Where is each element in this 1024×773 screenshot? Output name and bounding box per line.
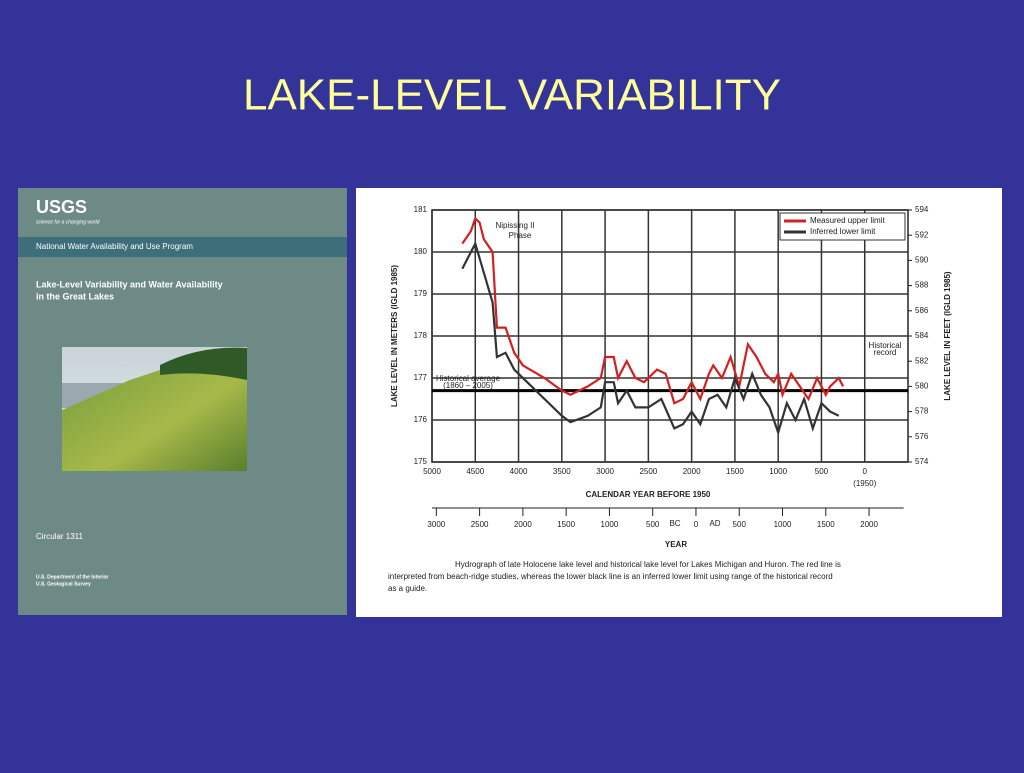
x-tick-label: 0	[863, 467, 868, 476]
y-tick-label: 177	[414, 373, 428, 382]
x2-tick-label: 0	[694, 520, 699, 529]
caption: as a guide.	[388, 584, 427, 593]
x-tick-label: 2000	[683, 467, 701, 476]
y-tick-label: 175	[414, 457, 428, 466]
y2-tick-label: 580	[915, 382, 929, 391]
x2-axis-label: YEAR	[665, 540, 687, 549]
x-era-label: AD	[709, 519, 720, 528]
annotation: Historical average	[436, 374, 501, 383]
x2-tick-label: 1500	[557, 520, 575, 529]
annotation: (1860 – 2005)	[443, 381, 493, 390]
series-line	[461, 216, 845, 405]
photo-shore	[62, 348, 247, 471]
series-line	[461, 240, 840, 437]
x-tick-label: 1000	[769, 467, 787, 476]
x2-tick-label: 2500	[471, 520, 489, 529]
x2-tick-label: 2000	[860, 520, 878, 529]
x-tick-label: 2500	[639, 467, 657, 476]
slide-title: LAKE-LEVEL VARIABILITY	[243, 71, 781, 120]
annotation: Nipissing II	[495, 221, 534, 230]
y-tick-label: 180	[414, 247, 428, 256]
y2-tick-label: 586	[915, 306, 929, 315]
y-tick-label: 181	[414, 205, 428, 214]
y-tick-label: 176	[414, 415, 428, 424]
x2-tick-label: 1000	[601, 520, 619, 529]
book-title: Lake-Level Variability and Water Availab…	[36, 279, 223, 289]
photo-trees	[160, 347, 247, 380]
x-tick-label: 4500	[466, 467, 484, 476]
figure-bg	[356, 188, 1002, 617]
annotation: Phase	[509, 231, 532, 240]
publisher: U.S. Geological Survey	[36, 581, 91, 587]
y-tick-label: 178	[414, 331, 428, 340]
legend-label: Measured upper limit	[810, 216, 885, 225]
y2-tick-label: 590	[915, 256, 929, 265]
annotation: record	[874, 348, 897, 357]
book-title: in the Great Lakes	[36, 291, 114, 301]
tagline: science for a changing world	[36, 219, 100, 225]
x2-tick-label: 2000	[514, 520, 532, 529]
x-tick-label: 5000	[423, 467, 441, 476]
legend-box	[779, 212, 906, 241]
legend-label: Inferred lower limit	[810, 227, 876, 236]
x-zero-note: (1950)	[853, 479, 876, 488]
y-tick-label: 179	[414, 289, 428, 298]
y2-tick-label: 584	[915, 331, 929, 340]
y2-tick-label: 576	[915, 432, 929, 441]
caption: Hydrograph of late Holocene lake level a…	[455, 560, 841, 569]
y2-tick-label: 594	[915, 205, 929, 214]
y2-tick-label: 574	[915, 457, 929, 466]
y2-tick-label: 582	[915, 356, 929, 365]
x2-tick-label: 3000	[427, 520, 445, 529]
x-tick-label: 4000	[510, 467, 528, 476]
y-axis-label: LAKE LEVEL IN METERS (IGLD 1985)	[390, 265, 399, 407]
x2-tick-label: 1500	[817, 520, 835, 529]
x2-tick-label: 1000	[774, 520, 792, 529]
y2-tick-label: 578	[915, 407, 929, 416]
program: National Water Availability and Use Prog…	[36, 242, 193, 251]
y2-tick-label: 588	[915, 281, 929, 290]
x2-tick-label: 500	[733, 520, 747, 529]
series: Circular 1311	[36, 532, 84, 541]
logo: USGS	[36, 197, 87, 217]
book-cover: USGS science for a changing world Nation…	[18, 188, 347, 615]
x-tick-label: 1500	[726, 467, 744, 476]
publisher: U.S. Department of the Interior	[36, 574, 109, 580]
x-axis-label: CALENDAR YEAR BEFORE 1950	[586, 490, 711, 499]
x-tick-label: 3000	[596, 467, 614, 476]
caption: interpreted from beach-ridge studies, wh…	[388, 572, 833, 581]
y2-axis-label: LAKE LEVEL IN FEET (IGLD 1985)	[943, 271, 952, 401]
x-tick-label: 500	[815, 467, 829, 476]
x-tick-label: 3500	[553, 467, 571, 476]
program-band	[18, 237, 347, 257]
x-era-label: BC	[669, 519, 680, 528]
x2-tick-label: 500	[646, 520, 660, 529]
annotation: Historical	[869, 341, 902, 350]
y2-tick-label: 592	[915, 230, 929, 239]
chart: 5000 4500 4000 3500 3000 2500 2000 1500 1000 500 0…	[388, 205, 952, 593]
